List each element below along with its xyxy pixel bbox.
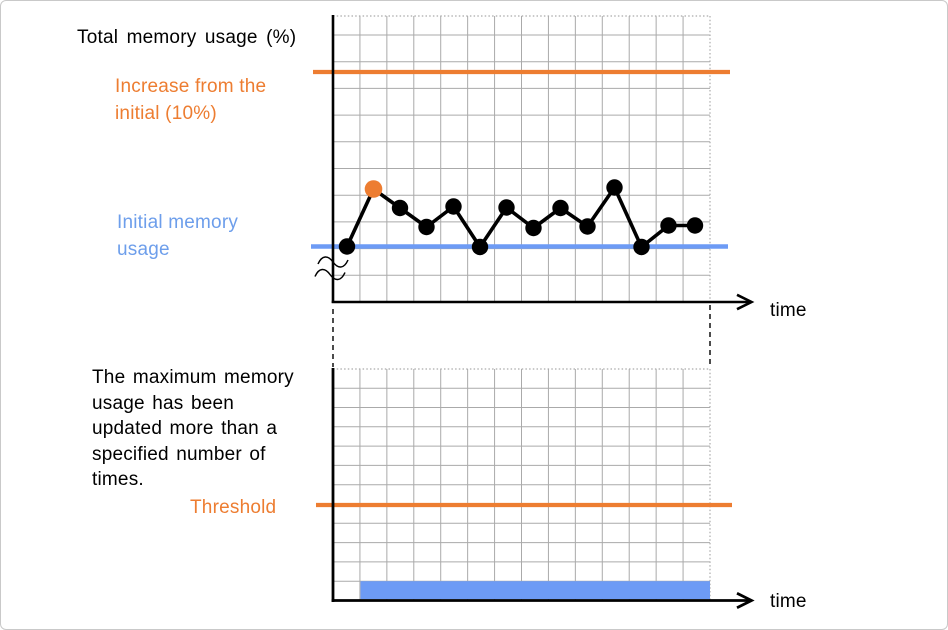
data-point xyxy=(418,218,435,236)
data-point xyxy=(338,238,356,255)
axis-break-mark xyxy=(317,256,349,268)
data-point xyxy=(579,218,596,235)
data-point xyxy=(525,219,542,237)
data-point xyxy=(660,217,677,234)
data-point xyxy=(498,199,515,216)
top-time-axis-label: time xyxy=(770,300,807,321)
bottom-x-axis-arrowhead xyxy=(736,592,755,609)
increase-from-initial-label: Increase from the initial (10%) xyxy=(115,76,267,124)
data-point xyxy=(606,179,623,196)
top-chart-title: Total memory usage (%) xyxy=(77,27,297,48)
axis-break-mark xyxy=(314,268,346,281)
data-point xyxy=(686,217,704,234)
data-point xyxy=(633,238,650,256)
top-x-axis-arrowhead xyxy=(736,293,755,311)
updates-duration-bar xyxy=(360,581,710,600)
bottom-chart-description: The maximum memory usage has been update… xyxy=(92,367,294,490)
bottom-time-axis-label: time xyxy=(770,591,807,612)
threshold-label: Threshold xyxy=(190,497,277,518)
data-point xyxy=(471,238,489,256)
highlighted-data-point xyxy=(364,180,383,198)
data-point xyxy=(552,199,569,217)
initial-memory-usage-label: Initial memory usage xyxy=(117,212,239,260)
data-point xyxy=(391,199,409,217)
data-point xyxy=(445,198,462,215)
